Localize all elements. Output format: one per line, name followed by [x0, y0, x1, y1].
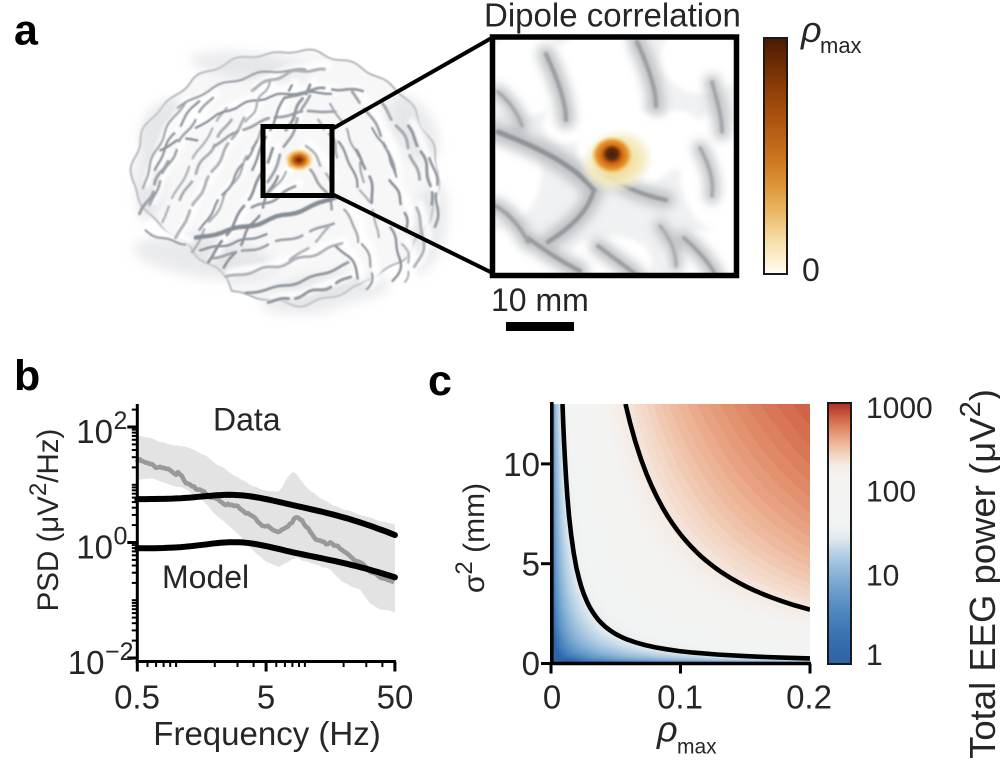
svg-text:1: 1: [866, 639, 883, 672]
svg-text:Data: Data: [213, 402, 281, 438]
svg-text:0.1: 0.1: [657, 679, 703, 716]
svg-text:10: 10: [68, 644, 105, 681]
svg-text:50: 50: [377, 679, 414, 716]
svg-text:0: 0: [522, 645, 540, 682]
svg-text:10: 10: [866, 559, 899, 592]
svg-text:PSD (μV2/Hz): PSD (μV2/Hz): [25, 429, 65, 612]
svg-text:Dipole correlation: Dipole correlation: [484, 0, 741, 34]
svg-text:5: 5: [257, 679, 275, 716]
svg-text:0: 0: [543, 679, 561, 716]
svg-text:a: a: [14, 7, 39, 55]
svg-text:10: 10: [76, 413, 113, 450]
svg-text:ρ: ρ: [656, 709, 678, 750]
svg-text:100: 100: [866, 476, 916, 509]
svg-text:10: 10: [76, 528, 113, 565]
svg-text:max: max: [820, 33, 862, 58]
svg-text:max: max: [677, 736, 717, 759]
svg-text:Frequency (Hz): Frequency (Hz): [153, 715, 380, 752]
svg-text:0: 0: [802, 252, 820, 288]
svg-text:b: b: [14, 352, 40, 400]
svg-text:ρ: ρ: [800, 9, 822, 50]
svg-text:0.5: 0.5: [114, 679, 160, 716]
svg-text:10: 10: [503, 446, 540, 483]
svg-text:0: 0: [114, 522, 128, 550]
svg-text:10 mm: 10 mm: [491, 282, 589, 318]
svg-text:Model: Model: [162, 559, 249, 595]
svg-text:c: c: [428, 357, 452, 405]
svg-text:1000: 1000: [866, 392, 933, 425]
svg-text:σ2 (mm): σ2 (mm): [451, 483, 491, 593]
svg-text:2: 2: [114, 407, 128, 435]
svg-text:Total EEG power (μV2): Total EEG power (μV2): [955, 389, 1000, 759]
svg-text:5: 5: [522, 546, 540, 583]
svg-text:0.2: 0.2: [786, 679, 832, 716]
svg-text:−2: −2: [105, 638, 134, 666]
